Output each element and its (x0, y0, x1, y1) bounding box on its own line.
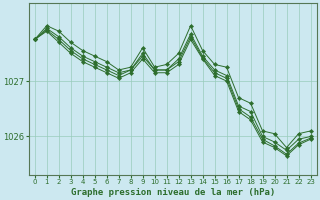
X-axis label: Graphe pression niveau de la mer (hPa): Graphe pression niveau de la mer (hPa) (70, 188, 275, 197)
